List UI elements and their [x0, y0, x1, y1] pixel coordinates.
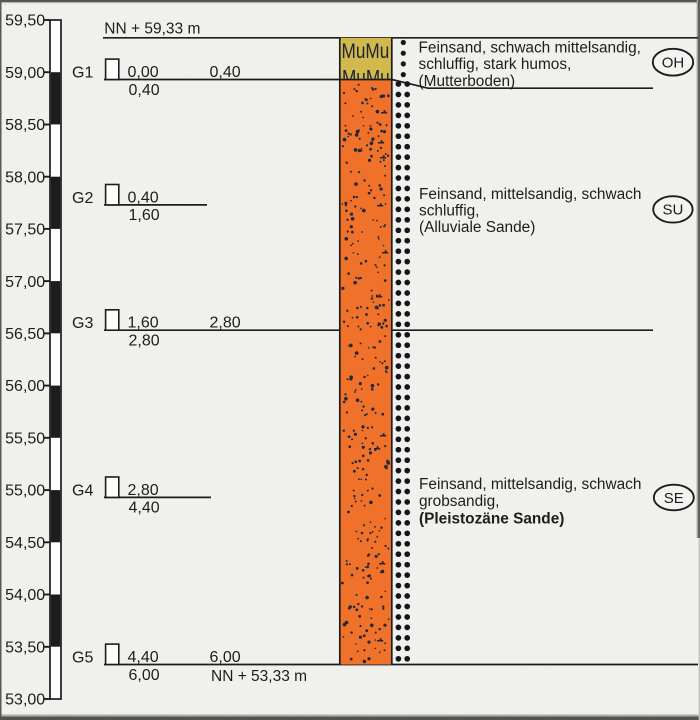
svg-text:55,50: 55,50	[5, 430, 45, 447]
svg-text:Feinsand, mittelsandig, schwac: Feinsand, mittelsandig, schwach	[419, 186, 641, 203]
svg-text:G1: G1	[72, 65, 93, 82]
svg-text:53,50: 53,50	[5, 639, 45, 656]
svg-text:58,00: 58,00	[5, 169, 45, 186]
svg-text:1,60: 1,60	[128, 315, 159, 332]
svg-text:Feinsand, mittelsandig, schwac: Feinsand, mittelsandig, schwach	[419, 476, 641, 493]
svg-text:(Mutterboden): (Mutterboden)	[419, 73, 516, 90]
svg-text:54,50: 54,50	[5, 535, 45, 552]
svg-text:NN + 53,33 m: NN + 53,33 m	[211, 668, 307, 685]
svg-text:G4: G4	[72, 482, 93, 499]
svg-text:2,80: 2,80	[210, 315, 241, 332]
svg-text:G3: G3	[72, 315, 93, 332]
svg-text:SE: SE	[664, 490, 684, 507]
svg-text:schluffig,: schluffig,	[419, 203, 479, 220]
svg-text:MuMu: MuMu	[342, 66, 390, 90]
svg-text:58,50: 58,50	[5, 117, 45, 134]
svg-text:2,80: 2,80	[129, 333, 160, 350]
svg-text:59,00: 59,00	[5, 65, 45, 82]
svg-text:schluffig, stark humos,: schluffig, stark humos,	[419, 56, 572, 73]
svg-text:6,00: 6,00	[129, 667, 160, 684]
svg-text:54,00: 54,00	[5, 587, 45, 604]
svg-text:G5: G5	[72, 650, 93, 667]
svg-text:0,00: 0,00	[128, 64, 159, 81]
svg-text:0,40: 0,40	[210, 64, 241, 81]
svg-text:53,00: 53,00	[5, 692, 45, 709]
svg-text:57,50: 57,50	[5, 222, 45, 239]
svg-text:grobsandig,: grobsandig,	[419, 493, 499, 510]
svg-text:2,80: 2,80	[128, 482, 159, 499]
svg-text:6,00: 6,00	[210, 649, 241, 666]
svg-text:Feinsand, schwach mittelsandig: Feinsand, schwach mittelsandig,	[419, 40, 641, 57]
svg-text:NN + 59,33 m: NN + 59,33 m	[104, 21, 200, 38]
svg-text:SU: SU	[662, 202, 683, 219]
svg-text:59,50: 59,50	[5, 13, 45, 30]
svg-text:57,00: 57,00	[5, 274, 45, 291]
svg-text:OH: OH	[662, 55, 685, 72]
svg-text:MuMu: MuMu	[342, 39, 390, 63]
svg-text:(Alluviale Sande): (Alluviale Sande)	[419, 219, 535, 236]
svg-text:4,40: 4,40	[128, 649, 159, 666]
svg-text:G2: G2	[72, 190, 93, 207]
svg-text:4,40: 4,40	[129, 500, 160, 517]
svg-text:55,00: 55,00	[5, 483, 45, 500]
svg-text:56,50: 56,50	[5, 326, 45, 343]
svg-text:1,60: 1,60	[129, 207, 160, 224]
svg-text:0,40: 0,40	[129, 82, 160, 99]
svg-text:0,40: 0,40	[128, 189, 159, 206]
svg-text:(Pleistozäne Sande): (Pleistozäne Sande)	[419, 510, 564, 527]
svg-text:56,00: 56,00	[5, 378, 45, 395]
